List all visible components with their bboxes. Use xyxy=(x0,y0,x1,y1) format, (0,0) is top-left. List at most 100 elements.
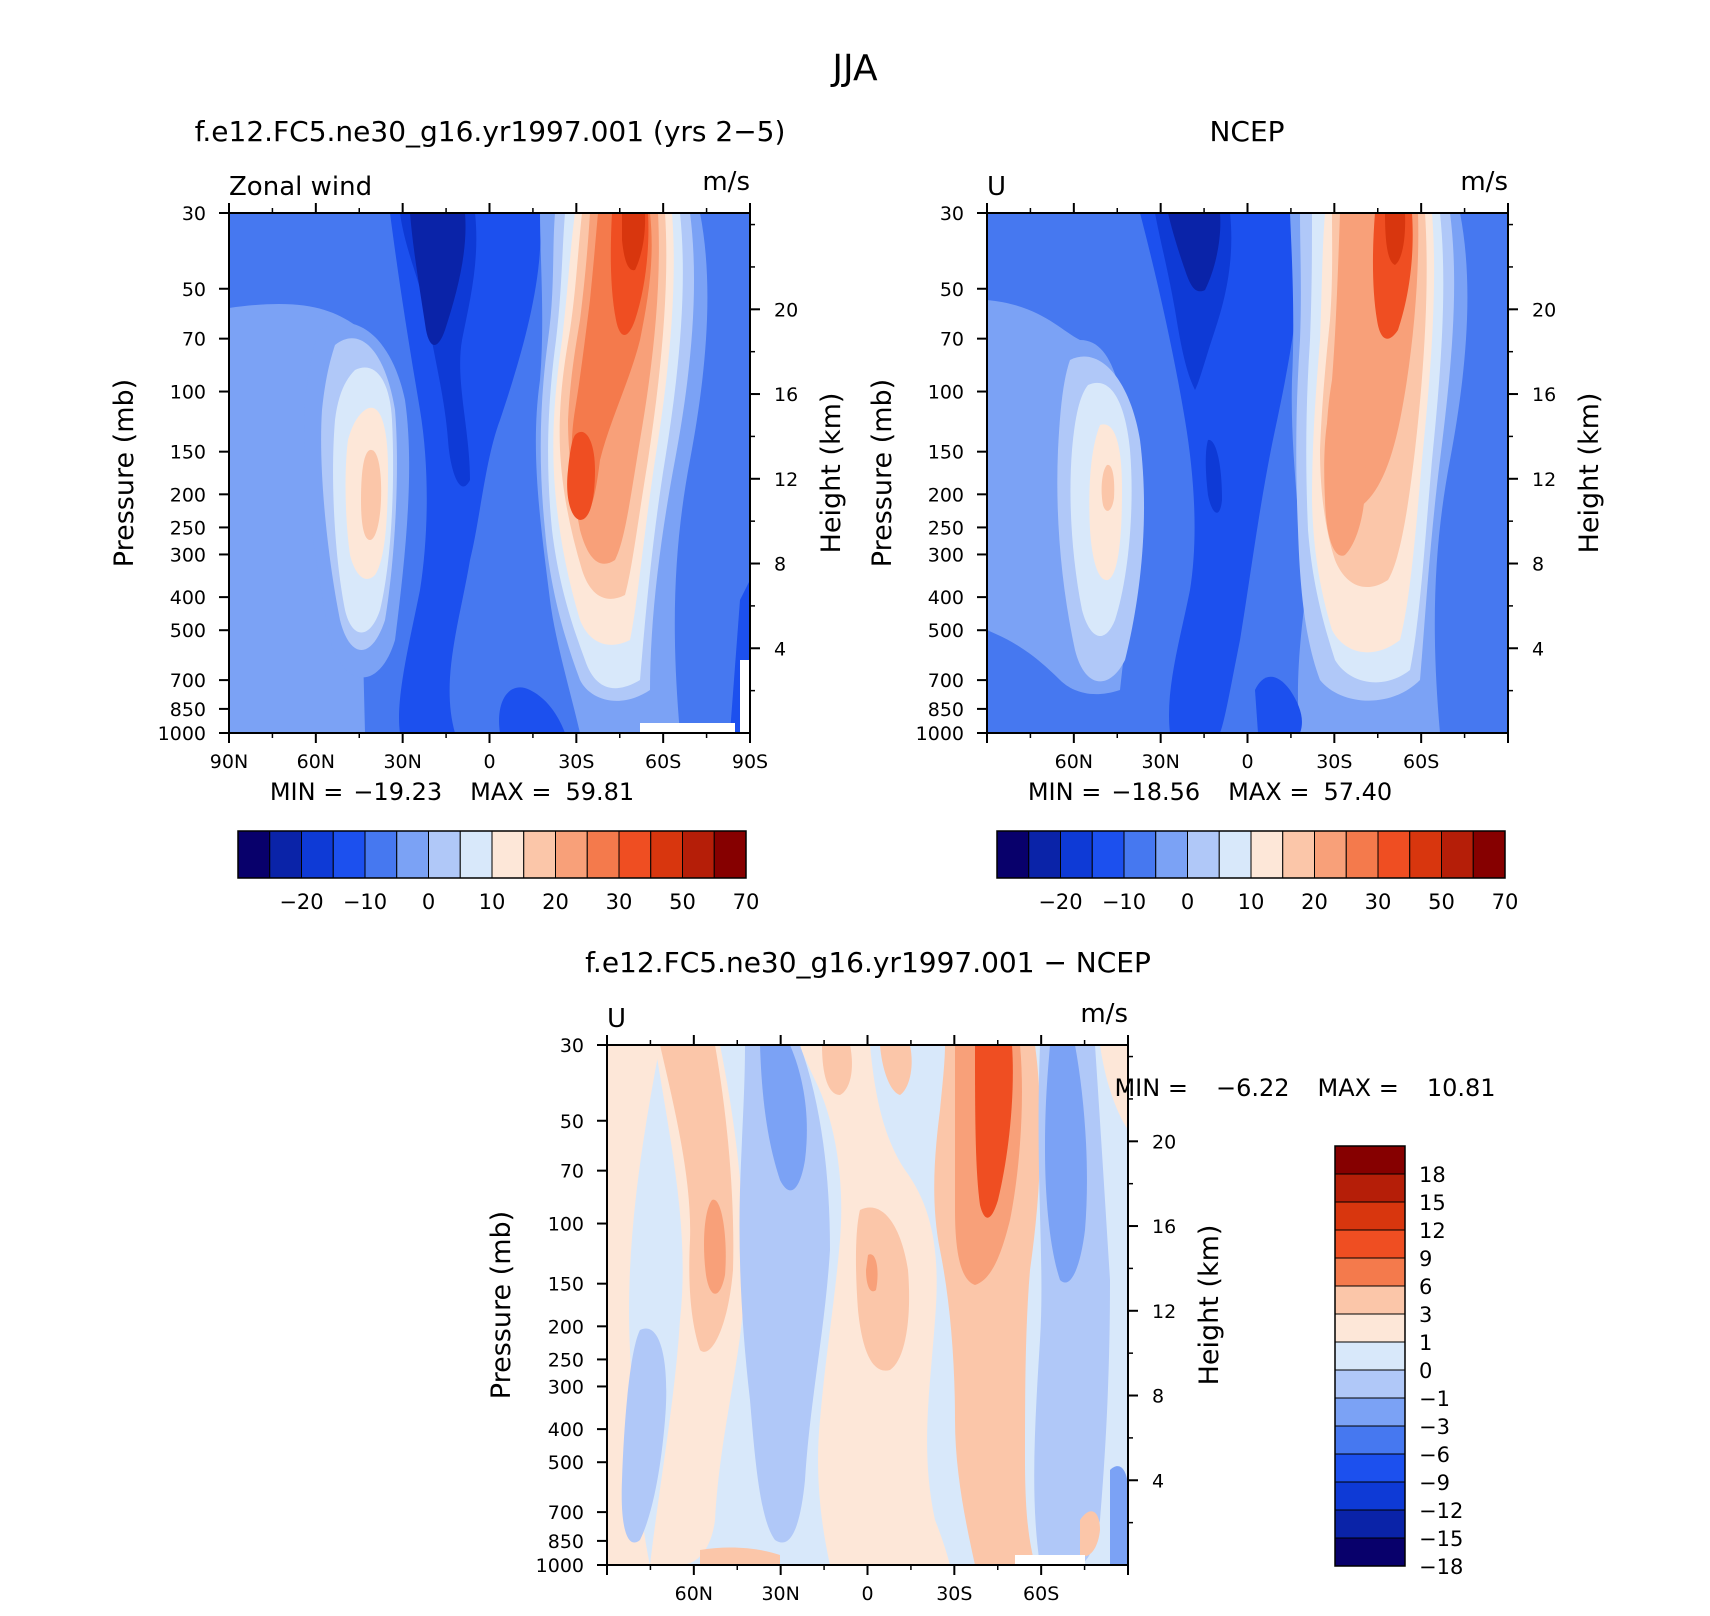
pressure-tick-label: 300 xyxy=(548,1376,584,1398)
latitude-tick-label: 0 xyxy=(483,751,495,773)
colorbar-swatch xyxy=(1314,830,1347,879)
units-label: m/s xyxy=(1080,999,1128,1029)
colorbar-label: 20 xyxy=(542,890,569,914)
contour-field xyxy=(987,213,1508,733)
colorbar-swatch xyxy=(586,830,620,879)
colorbar-swatch xyxy=(1345,830,1379,879)
colorbar: −20 −10 0 10 20 30 50 70 xyxy=(237,830,759,914)
pressure-tick-label: 70 xyxy=(182,329,206,351)
colorbar-swatch xyxy=(1334,1453,1406,1483)
height-tick-label: 20 xyxy=(1532,299,1556,321)
height-tick-label: 4 xyxy=(774,638,786,660)
colorbar-swatch xyxy=(1250,830,1284,879)
pressure-tick-label: 70 xyxy=(560,1161,584,1183)
colorbar-label: −10 xyxy=(1102,890,1146,914)
pressure-tick-label: 50 xyxy=(940,279,964,301)
height-tick-label: 8 xyxy=(774,554,786,576)
contour-band xyxy=(1101,464,1115,511)
colorbar-swatch xyxy=(1060,830,1093,879)
colorbar-swatch xyxy=(1282,830,1315,879)
colorbar-swatch xyxy=(237,830,271,879)
panel-title: NCEP xyxy=(1209,115,1284,148)
pressure-tick-label: 700 xyxy=(170,670,206,692)
colorbar-swatch xyxy=(1377,830,1411,879)
height-tick-label: 4 xyxy=(1532,638,1544,660)
contour-band xyxy=(410,213,466,345)
latitude-tick-label: 0 xyxy=(861,1583,873,1605)
variable-label: Zonal wind xyxy=(229,172,372,202)
contour-band xyxy=(866,1254,878,1292)
colorbar: 18 15 12 9 6 3 1 0 −1 −3 −6 −9 −12 −15 −18 xyxy=(1334,1145,1463,1579)
panel-model: f.e12.FC5.ne30_g16.yr1997.001 (yrs 2−5) … xyxy=(109,115,847,914)
missing-data xyxy=(740,660,750,733)
colorbar-label: 0 xyxy=(1419,1359,1432,1383)
contour-band xyxy=(621,1328,667,1543)
latitude-axis: 90N 60N 30N 0 30S 60S 90S xyxy=(210,203,768,773)
pressure-tick-label: 850 xyxy=(548,1531,584,1553)
pressure-tick-label: 300 xyxy=(928,544,964,566)
pressure-tick-label: 100 xyxy=(548,1214,584,1236)
contour-band xyxy=(499,687,565,733)
colorbar-swatch xyxy=(459,830,493,879)
contour-band xyxy=(1470,666,1508,733)
colorbar-swatch xyxy=(555,830,588,879)
latitude-axis: 60N 30N 0 30S 60S xyxy=(606,1035,1129,1605)
pressure-tick-label: 30 xyxy=(182,203,206,225)
pressure-tick-label: 70 xyxy=(940,329,964,351)
pressure-tick-label: 50 xyxy=(560,1111,584,1133)
pressure-tick-label: 850 xyxy=(170,699,206,721)
height-tick-label: 12 xyxy=(774,469,798,491)
colorbar-swatch xyxy=(1187,830,1220,879)
colorbar-label: 18 xyxy=(1419,1163,1446,1187)
colorbar-frame xyxy=(237,830,747,879)
contour-band xyxy=(1324,407,1366,556)
missing-data xyxy=(640,723,735,733)
colorbar-swatch xyxy=(1334,1145,1406,1175)
contour-band xyxy=(1205,439,1222,513)
height-tick-label: 20 xyxy=(1152,1131,1176,1153)
panel-title: f.e12.FC5.ne30_g16.yr1997.001 − NCEP xyxy=(585,946,1151,979)
colorbar-swatch xyxy=(428,830,461,879)
units-label: m/s xyxy=(1460,167,1508,197)
min-max-readout: MIN = −6.22 MAX = 10.81 xyxy=(1114,1074,1495,1102)
colorbar-label: −15 xyxy=(1419,1527,1463,1551)
colorbar-swatch xyxy=(1123,830,1157,879)
height-tick-label: 16 xyxy=(1532,384,1556,406)
colorbar-swatch xyxy=(364,830,398,879)
pressure-tick-label: 700 xyxy=(548,1502,584,1524)
pressure-tick-label: 400 xyxy=(928,587,964,609)
pressure-tick-label: 1000 xyxy=(158,723,206,745)
colorbar-swatch xyxy=(269,830,302,879)
colorbar-swatch xyxy=(1334,1481,1406,1511)
colorbar-swatch xyxy=(1334,1313,1406,1343)
contour-band xyxy=(739,1045,830,1543)
colorbar-swatch xyxy=(523,830,556,879)
contour-band xyxy=(1100,1045,1128,1130)
contour-band xyxy=(855,1207,910,1371)
contour-band xyxy=(760,1045,807,1191)
colorbar-label: 70 xyxy=(1492,890,1519,914)
colorbar-label: 15 xyxy=(1419,1191,1446,1215)
contour-band xyxy=(1255,676,1302,733)
colorbar-swatch xyxy=(301,830,334,879)
colorbar-swatch xyxy=(1334,1285,1406,1315)
height-axis: 20 16 12 8 4 xyxy=(1508,223,1556,692)
colorbar-frame xyxy=(996,830,1506,879)
height-axis-label: Height (km) xyxy=(1194,1225,1225,1386)
pressure-tick-label: 1000 xyxy=(536,1555,584,1577)
colorbar-label: −20 xyxy=(279,890,323,914)
height-axis: 20 16 12 8 4 xyxy=(1128,1055,1176,1524)
pressure-tick-label: 200 xyxy=(928,484,964,506)
colorbar-label: −20 xyxy=(1038,890,1082,914)
colorbar-swatch xyxy=(713,830,747,879)
colorbar-label: −12 xyxy=(1419,1499,1463,1523)
contour-band xyxy=(975,1045,1013,1218)
pressure-tick-label: 700 xyxy=(928,670,964,692)
variable-label: U xyxy=(607,1004,626,1034)
pressure-tick-label: 30 xyxy=(940,203,964,225)
colorbar-swatch xyxy=(650,830,683,879)
height-axis-label: Height (km) xyxy=(816,393,847,554)
